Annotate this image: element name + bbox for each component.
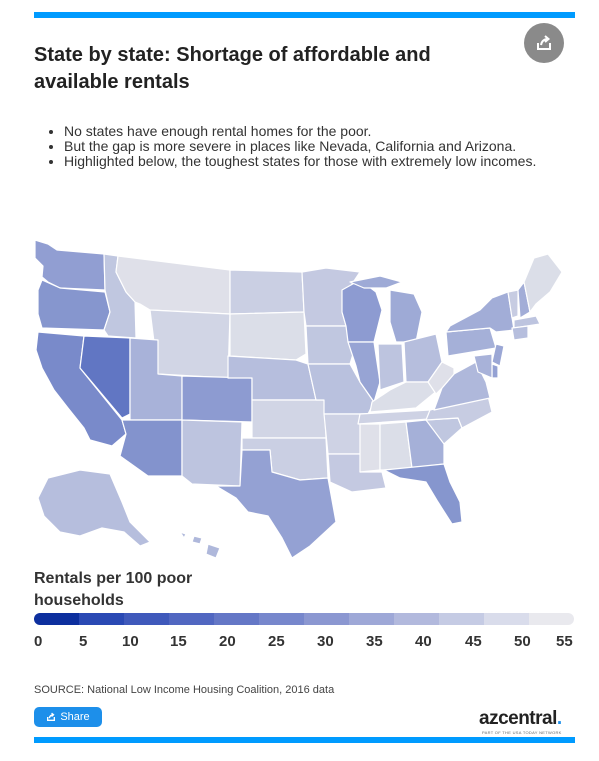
brand-name: azcentral: [479, 708, 557, 729]
legend-label: 30: [317, 633, 334, 650]
legend-swatch: [79, 613, 124, 625]
bullet-item: But the gap is more severe in places lik…: [64, 139, 564, 154]
state-ak[interactable]: [37, 469, 151, 547]
us-choropleth-map: [34, 239, 563, 559]
state-wi[interactable]: [341, 279, 383, 343]
state-wy[interactable]: [149, 309, 231, 379]
legend-label: 20: [219, 633, 236, 650]
state-ny[interactable]: [445, 291, 515, 333]
state-ks[interactable]: [251, 399, 327, 439]
share-button-label: Share: [60, 711, 90, 723]
legend-label: 55: [556, 633, 573, 650]
legend-swatch: [349, 613, 394, 625]
bullet-item: Highlighted below, the toughest states f…: [64, 154, 564, 169]
share-circle-button[interactable]: [524, 23, 564, 63]
legend-swatch: [529, 613, 574, 625]
legend-label: 45: [465, 633, 482, 650]
share-arrow-icon: [47, 712, 56, 721]
state-ct[interactable]: [511, 325, 529, 341]
brand-dot: .: [556, 708, 562, 729]
summary-bullets: No states have enough rental homes for t…: [48, 124, 564, 169]
state-az[interactable]: [119, 419, 183, 477]
state-ma[interactable]: [513, 315, 541, 329]
legend-label: 25: [268, 633, 285, 650]
state-nj[interactable]: [491, 343, 505, 367]
legend-label: 0: [34, 633, 43, 650]
share-button[interactable]: Share: [34, 707, 102, 727]
bottom-accent-bar: [34, 737, 575, 743]
state-md[interactable]: [473, 353, 493, 379]
legend-swatch: [124, 613, 169, 625]
legend-swatch: [34, 613, 79, 625]
state-nv[interactable]: [79, 335, 131, 419]
page-title: State by state: Shortage of affordable a…: [34, 44, 431, 93]
legend-label: 35: [366, 633, 383, 650]
state-pa[interactable]: [445, 327, 497, 357]
share-arrow-icon: [537, 35, 551, 50]
state-wv[interactable]: [427, 361, 455, 395]
legend-swatch: [394, 613, 439, 625]
legend-label: 15: [170, 633, 187, 650]
legend-swatch: [439, 613, 484, 625]
brand-tagline: PART OF THE USA TODAY NETWORK: [481, 730, 562, 735]
state-co[interactable]: [181, 375, 253, 423]
state-in[interactable]: [377, 343, 405, 391]
state-nd[interactable]: [229, 269, 305, 315]
state-me[interactable]: [523, 253, 563, 313]
state-hi[interactable]: [179, 531, 221, 559]
state-tx[interactable]: [215, 449, 337, 559]
legend-swatch: [169, 613, 214, 625]
legend-swatch: [259, 613, 304, 625]
state-fl[interactable]: [383, 463, 463, 525]
state-vt[interactable]: [507, 289, 519, 319]
legend-label: 50: [514, 633, 531, 650]
brand-logo[interactable]: azcentral. PART OF THE USA TODAY NETWORK: [479, 708, 562, 735]
state-sd[interactable]: [229, 311, 307, 361]
bullet-item: No states have enough rental homes for t…: [64, 124, 564, 139]
legend-color-scale: [34, 613, 574, 625]
state-nm[interactable]: [181, 419, 243, 487]
legend-label: 5: [79, 633, 88, 650]
source-note: SOURCE: National Low Income Housing Coal…: [34, 684, 335, 696]
legend-label: 40: [415, 633, 432, 650]
legend-swatch: [484, 613, 529, 625]
top-accent-bar: [34, 12, 575, 18]
legend-swatch: [214, 613, 259, 625]
legend-title: Rentals per 100 poor households: [34, 570, 193, 609]
state-ms[interactable]: [359, 423, 381, 473]
legend-label: 10: [122, 633, 139, 650]
legend-swatch: [304, 613, 349, 625]
state-de[interactable]: [491, 363, 499, 379]
